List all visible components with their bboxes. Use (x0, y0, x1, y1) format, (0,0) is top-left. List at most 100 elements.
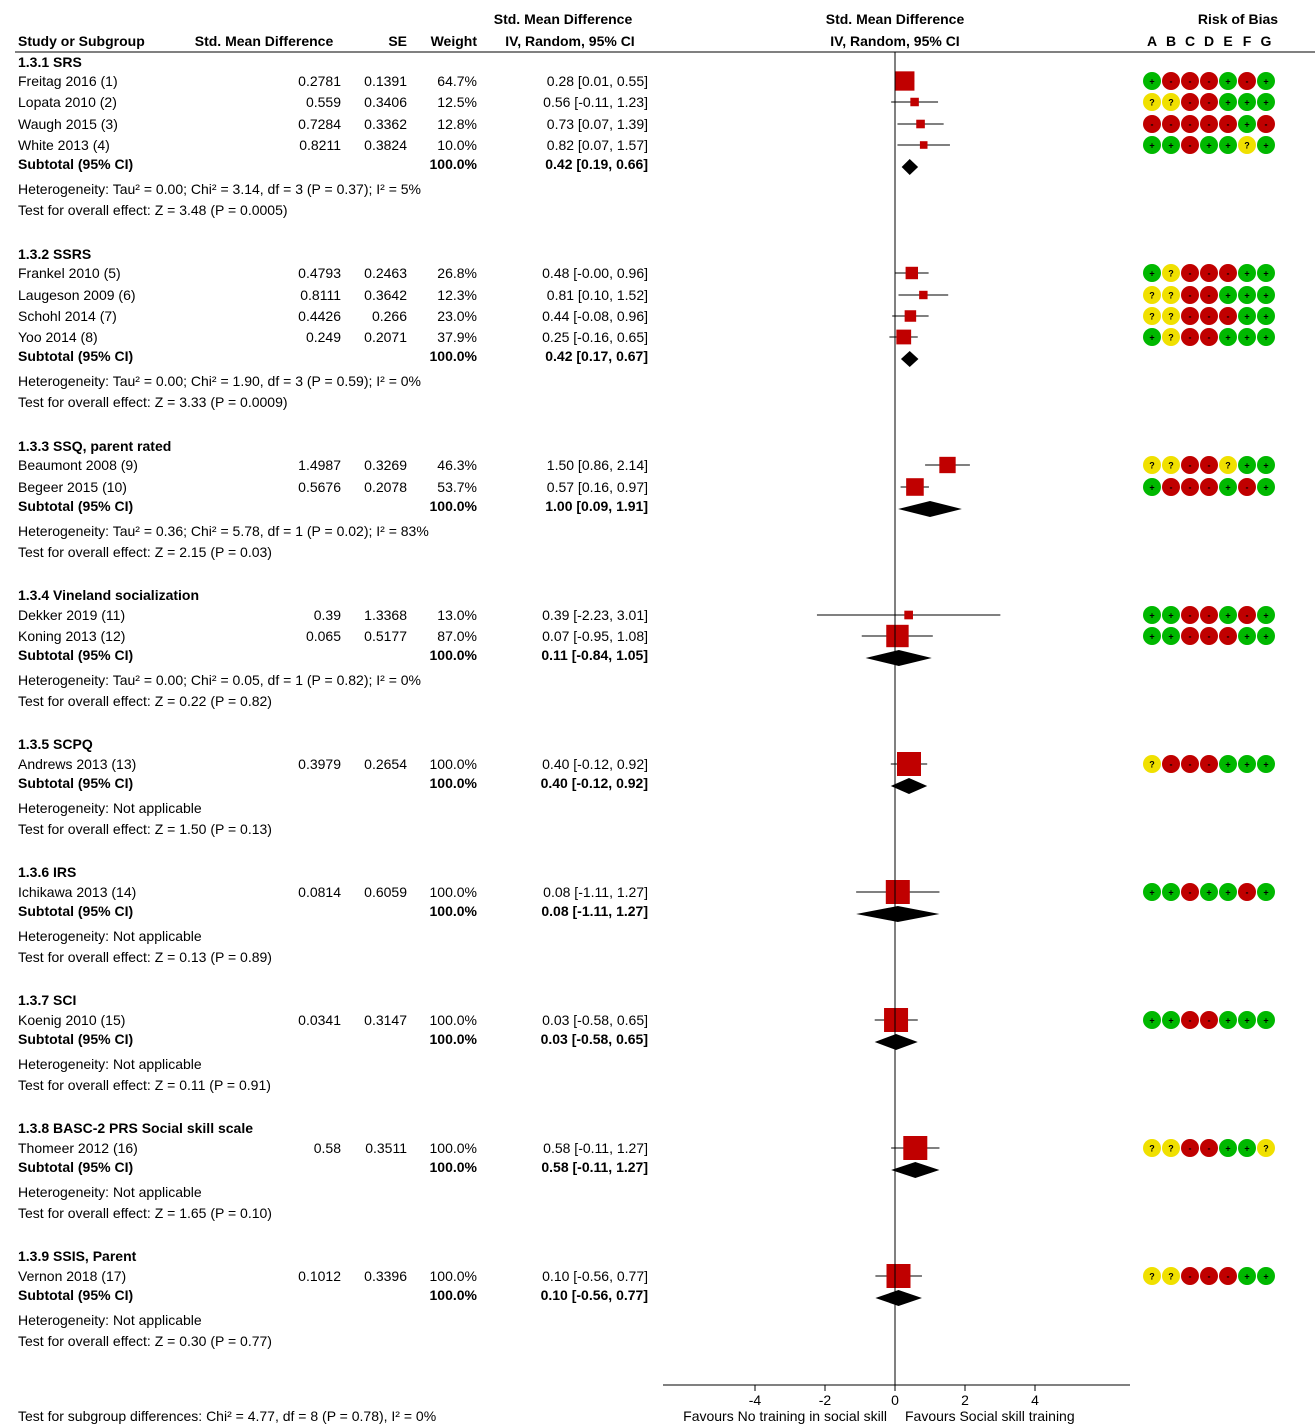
rob-dot (1257, 1139, 1275, 1157)
rob-symbol: ? (1149, 291, 1155, 301)
rob-symbol: ? (1225, 461, 1231, 471)
subtotal-weight: 100.0% (430, 348, 478, 364)
rob-symbol: + (1206, 888, 1211, 898)
rob-dot (1143, 307, 1161, 325)
rob-dot (1238, 1139, 1256, 1157)
study-name: Ichikawa 2013 (14) (18, 884, 136, 900)
axis-label-left: Favours No training in social skill (683, 1408, 887, 1424)
rob-dot (1219, 883, 1237, 901)
rob-symbol: - (1265, 120, 1268, 130)
subtotal-ci: 0.10 [-0.56, 0.77] (541, 1287, 648, 1303)
rob-symbol: + (1225, 291, 1230, 301)
overall-effect-text: Test for overall effect: Z = 3.48 (P = 0… (18, 202, 288, 218)
subtotal-label: Subtotal (95% CI) (18, 1287, 133, 1303)
study-row: Thomeer 2012 (16) 0.58 0.3511 100.0% 0.58 [-… (18, 1136, 1275, 1160)
rob-symbol: - (1189, 611, 1192, 621)
rob-dot (1257, 627, 1275, 645)
study-weight: 10.0% (437, 137, 477, 153)
footer-subgroup-test: Test for subgroup differences: Chi² = 4.… (18, 1408, 436, 1424)
rob-dot (1143, 883, 1161, 901)
subgroup: 1.3.9 SSIS, Parent Vernon 2018 (17) 0.1012… (18, 1248, 1275, 1349)
overall-effect-text: Test for overall effect: Z = 0.22 (P = 0… (18, 693, 272, 709)
study-row: Yoo 2014 (8) 0.249 0.2071 37.9% 0.25 [-0.16,… (18, 328, 1275, 346)
axis-tick-label: -4 (749, 1392, 762, 1408)
rob-symbol: ? (1168, 98, 1174, 108)
rob-symbol: + (1225, 888, 1230, 898)
subtotal-weight: 100.0% (430, 498, 478, 514)
study-square (895, 71, 915, 91)
study-se: 0.5177 (364, 628, 407, 644)
rob-symbol: - (1227, 1272, 1230, 1282)
rob-dot (1257, 1011, 1275, 1029)
rob-dot (1238, 1011, 1256, 1029)
header-se: SE (388, 33, 407, 49)
rob-symbol: + (1149, 333, 1154, 343)
rob-symbol: - (1189, 632, 1192, 642)
study-ci: 0.10 [-0.56, 0.77] (542, 1268, 648, 1284)
rob-symbol: ? (1149, 461, 1155, 471)
axis-tick-label: -2 (819, 1392, 832, 1408)
subtotal-diamond (900, 351, 919, 367)
axis-tick-label: 2 (961, 1392, 969, 1408)
rob-dot (1257, 115, 1275, 133)
subtotal-label: Subtotal (95% CI) (18, 775, 133, 791)
study-smd: 0.0814 (298, 884, 341, 900)
rob-dot (1257, 755, 1275, 773)
study-se: 0.2078 (364, 479, 407, 495)
study-smd: 0.3979 (298, 756, 341, 772)
rob-dot (1200, 755, 1218, 773)
subtotal-weight: 100.0% (430, 156, 478, 172)
study-name: White 2013 (4) (18, 137, 110, 153)
study-se: 0.3511 (365, 1140, 407, 1156)
rob-dot (1200, 72, 1218, 90)
subtotal-weight: 100.0% (430, 1159, 478, 1175)
study-weight: 12.3% (437, 287, 477, 303)
heterogeneity-text: Heterogeneity: Tau² = 0.00; Chi² = 3.14,… (18, 181, 421, 197)
study-smd: 0.7284 (298, 116, 341, 132)
subtotal-diamond (856, 906, 940, 922)
rob-dot (1257, 606, 1275, 624)
study-name: Andrews 2013 (13) (18, 756, 136, 772)
header-plot-line2: IV, Random, 95% CI (830, 33, 959, 49)
study-ci: 0.82 [0.07, 1.57] (547, 137, 648, 153)
study-row: Laugeson 2009 (6) 0.8111 0.3642 12.3% 0.81 [… (18, 286, 1275, 304)
rob-letter-g: G (1261, 33, 1272, 49)
rob-dot (1257, 286, 1275, 304)
study-se: 0.6059 (364, 884, 407, 900)
rob-symbol: - (1189, 333, 1192, 343)
study-name: Schohl 2014 (7) (18, 308, 117, 324)
study-name: Vernon 2018 (17) (18, 1268, 126, 1284)
rob-symbol: ? (1149, 760, 1155, 770)
subgroup: 1.3.4 Vineland socialization Dekker 2019 … (18, 587, 1275, 709)
study-se: 0.3406 (364, 94, 407, 110)
rob-symbol: + (1225, 333, 1230, 343)
rob-symbol: - (1151, 120, 1154, 130)
rob-symbol: - (1189, 483, 1192, 493)
rob-dot (1143, 93, 1161, 111)
rob-dot (1181, 93, 1199, 111)
study-weight: 87.0% (437, 628, 477, 644)
rob-dot (1257, 456, 1275, 474)
rob-symbol: ? (1149, 98, 1155, 108)
rob-dot (1219, 478, 1237, 496)
rob-dot (1162, 1011, 1180, 1029)
overall-effect-text: Test for overall effect: Z = 0.13 (P = 0… (18, 949, 272, 965)
rob-symbol: ? (1244, 141, 1250, 151)
rob-symbol: + (1244, 333, 1249, 343)
subtotal-weight: 100.0% (430, 1031, 478, 1047)
rob-symbol: + (1263, 1016, 1268, 1026)
header-weight: Weight (431, 33, 478, 49)
study-se: 0.266 (372, 308, 407, 324)
rob-dot (1162, 1139, 1180, 1157)
study-name: Thomeer 2012 (16) (18, 1140, 138, 1156)
study-square (896, 329, 912, 345)
rob-symbol: ? (1168, 1144, 1174, 1154)
rob-dot (1143, 1267, 1161, 1285)
subgroup-title: 1.3.1 SRS (18, 54, 82, 70)
study-row: Koenig 2010 (15) 0.0341 0.3147 100.0% 0.03 [… (18, 1008, 1275, 1032)
rob-dot (1219, 1011, 1237, 1029)
study-name: Koenig 2010 (15) (18, 1012, 125, 1028)
rob-symbol: + (1225, 1144, 1230, 1154)
rob-symbol: - (1170, 483, 1173, 493)
